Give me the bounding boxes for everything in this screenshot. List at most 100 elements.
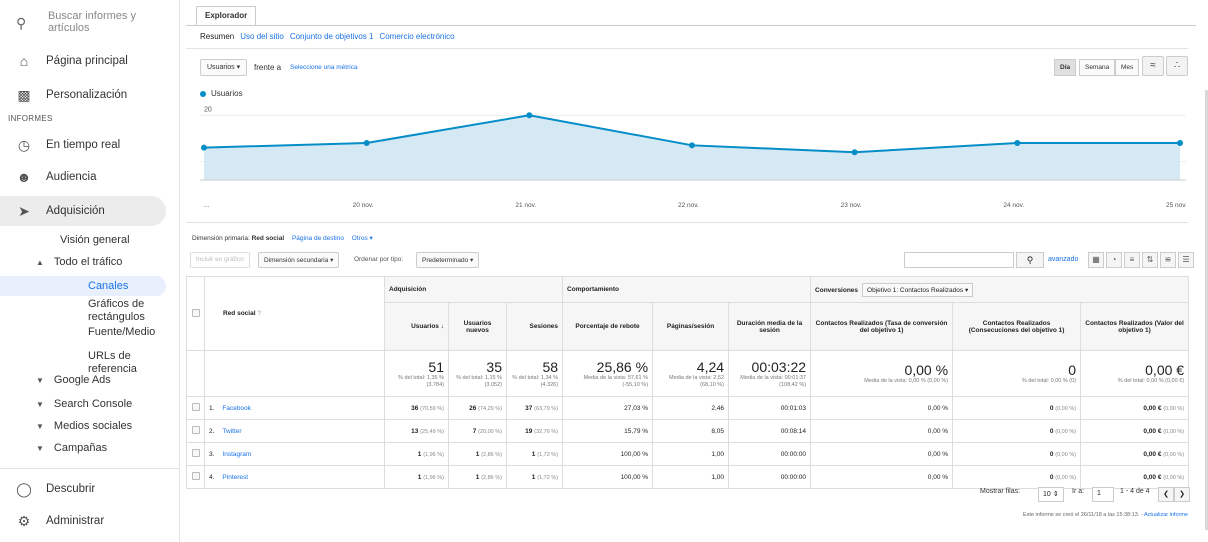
- x-tick-label: 24 nov.: [1003, 202, 1024, 209]
- show-rows-label: Mostrar filas:: [980, 488, 1021, 495]
- col-users[interactable]: Usuarios ↓: [384, 302, 449, 351]
- pie-view-icon[interactable]: ◔: [1106, 252, 1122, 268]
- sidebar-item-campaigns[interactable]: ▼ Campañas: [36, 442, 107, 454]
- col-value[interactable]: Contactos Realizados (Valor del objetivo…: [1080, 302, 1190, 351]
- sidebar-item-acquisition[interactable]: ➤ Adquisición: [0, 196, 166, 226]
- col-completions[interactable]: Contactos Realizados (Consecuciones del …: [952, 302, 1082, 351]
- col-sessions[interactable]: Sesiones: [505, 302, 564, 351]
- next-page-icon[interactable]: ❯: [1174, 487, 1190, 502]
- sidebar-item-custom[interactable]: ▩ Personalización: [0, 80, 166, 110]
- dimension-more[interactable]: Otros ▾: [351, 235, 373, 242]
- sidebar-item-social[interactable]: ▼ Medios sociales: [36, 420, 132, 432]
- col-bounce[interactable]: Porcentaje de rebote: [562, 302, 654, 351]
- table-cell: 1,00: [652, 442, 730, 466]
- pivot-view-icon[interactable]: ≌: [1160, 252, 1176, 268]
- table-cell: [186, 442, 205, 466]
- goal-dropdown[interactable]: Objetivo 1: Contactos Realizados ▾: [862, 282, 974, 297]
- subtab-site-usage[interactable]: Uso del sitio: [240, 32, 284, 41]
- table-cell: 4. Pinterest: [204, 465, 385, 489]
- cell-value: 0,00 €: [1143, 427, 1162, 435]
- sidebar-item-label: Descubrir: [46, 483, 96, 495]
- sidebar-search[interactable]: ⚲ Buscar informes y artículos: [0, 0, 180, 44]
- goto-page-input[interactable]: 1: [1092, 487, 1114, 502]
- sidebar-item-admin[interactable]: ⚙ Administrar: [0, 506, 166, 536]
- table-search-input[interactable]: [904, 252, 1014, 268]
- sidebar-item-google-ads[interactable]: ▼ Google Ads: [36, 374, 111, 386]
- sidebar-item-referrals[interactable]: URLs de referencia: [88, 350, 137, 375]
- data-point: [526, 112, 533, 119]
- totals-cell: 35% del total: 1,15 % (3.052): [448, 350, 507, 397]
- row-link[interactable]: Pinterest: [222, 473, 249, 481]
- period-day[interactable]: Día: [1054, 59, 1077, 76]
- sidebar-item-overview[interactable]: Visión general: [60, 234, 130, 246]
- dimension-landing-page[interactable]: Página de destino: [291, 235, 344, 242]
- cell-value: 1: [417, 473, 422, 481]
- col-pages-session[interactable]: Páginas/sesión: [652, 302, 730, 351]
- scatter-icon[interactable]: ∴: [1166, 56, 1188, 76]
- group-conversions: Conversiones Objetivo 1: Contactos Realiz…: [810, 276, 1190, 303]
- col-duration[interactable]: Duración media de la sesión: [728, 302, 812, 351]
- rows-per-page-select[interactable]: 10 ⇕: [1038, 487, 1064, 502]
- col-conv-rate[interactable]: Contactos Realizados (Tasa de conversión…: [810, 302, 954, 351]
- subtab-goal-set[interactable]: Conjunto de objetivos 1: [289, 32, 374, 41]
- col-new-users[interactable]: Usuarios nuevos: [448, 302, 507, 351]
- subtab-summary[interactable]: Resumen: [200, 32, 235, 41]
- cell-value: 0,00 %: [927, 427, 949, 435]
- search-icon[interactable]: ⚲: [1016, 252, 1044, 268]
- select-metric-link[interactable]: Seleccione una métrica: [290, 64, 358, 71]
- scrollbar[interactable]: [1205, 90, 1208, 530]
- sidebar-item-source-medium[interactable]: Fuente/Medio: [88, 326, 156, 338]
- dim-header[interactable]: Red social ?: [204, 276, 385, 351]
- sidebar-item-treemaps[interactable]: Gráficos de rectángulos: [88, 298, 145, 323]
- sidebar-item-search-console[interactable]: ▼ Search Console: [36, 398, 132, 410]
- cell-value: 1: [531, 450, 536, 458]
- table-row[interactable]: 4. Pinterest 1 (1,96 %) 1 (2,86 %) 1 (1,72 %…: [186, 465, 1190, 489]
- row-index: 3.: [209, 450, 215, 458]
- secondary-dimension-dropdown[interactable]: Dimensión secundaria ▾: [258, 252, 340, 268]
- goto-label: Ir a:: [1072, 488, 1085, 495]
- row-checkbox[interactable]: [191, 403, 200, 411]
- table-cell: 00:00:00: [728, 442, 812, 466]
- cell-value: 1: [417, 450, 422, 458]
- table-cell: 15,79 %: [562, 419, 654, 443]
- row-checkbox[interactable]: [191, 426, 200, 434]
- cell-value: 0,00 %: [927, 473, 949, 481]
- metric-dropdown[interactable]: Usuarios ▾: [200, 59, 248, 76]
- subtab-ecommerce[interactable]: Comercio electrónico: [379, 32, 455, 41]
- table-row[interactable]: 3. Instagram 1 (1,96 %) 1 (2,86 %) 1 (1,72 %…: [186, 442, 1190, 466]
- refresh-report-link[interactable]: Actualizar informe: [1143, 512, 1188, 518]
- main-panel: Explorador Resumen Uso del sitio Conjunt…: [186, 0, 1196, 542]
- line-chart-icon[interactable]: ≈: [1142, 56, 1164, 76]
- sidebar-item-channels[interactable]: Canales: [88, 280, 129, 292]
- row-link[interactable]: Facebook: [222, 404, 251, 412]
- table-row[interactable]: 1. Facebook 36 (70,59 %) 26 (74,29 %) 37 (63…: [186, 396, 1190, 420]
- cell-percent: (0,00 %): [1055, 451, 1077, 458]
- sidebar-item-audience[interactable]: ☻ Audiencia: [0, 162, 166, 192]
- sidebar-item-all-traffic[interactable]: ▲ Todo el tráfico: [36, 256, 122, 268]
- sidebar-item-realtime[interactable]: ◷ En tiempo real: [0, 130, 166, 160]
- sidebar-item-discover[interactable]: ◯ Descubrir: [0, 474, 166, 504]
- period-month[interactable]: Mes: [1115, 59, 1140, 76]
- term-cloud-icon[interactable]: ☰: [1178, 252, 1194, 268]
- row-link[interactable]: Twitter: [222, 427, 242, 435]
- bar-view-icon[interactable]: ≡: [1124, 252, 1140, 268]
- select-all-checkbox[interactable]: [191, 308, 200, 317]
- row-link[interactable]: Instagram: [222, 450, 252, 458]
- table-row[interactable]: 2. Twitter 13 (25,49 %) 7 (20,00 %) 19 (32,7…: [186, 419, 1190, 443]
- table-cell: 00:00:00: [728, 465, 812, 489]
- compare-view-icon[interactable]: ⇅: [1142, 252, 1158, 268]
- sort-dropdown[interactable]: Predeterminado ▾: [416, 252, 480, 268]
- table-view-icon[interactable]: ▦: [1088, 252, 1104, 268]
- plot-rows-button[interactable]: Incluir en gráfico: [190, 252, 250, 268]
- prev-page-icon[interactable]: ❮: [1158, 487, 1174, 502]
- row-checkbox[interactable]: [191, 449, 200, 457]
- row-checkbox[interactable]: [191, 472, 200, 480]
- total-value: 0,00 €: [1145, 362, 1185, 378]
- divider: [0, 468, 180, 469]
- tab-explorer[interactable]: Explorador: [196, 6, 257, 26]
- sidebar-item-label: Todo el tráfico: [53, 256, 123, 268]
- sidebar-item-label: Adquisición: [46, 205, 105, 217]
- sidebar-item-home[interactable]: ⌂ Página principal: [0, 46, 166, 76]
- advanced-link[interactable]: avanzado: [1048, 256, 1079, 263]
- period-week[interactable]: Semana: [1079, 59, 1116, 76]
